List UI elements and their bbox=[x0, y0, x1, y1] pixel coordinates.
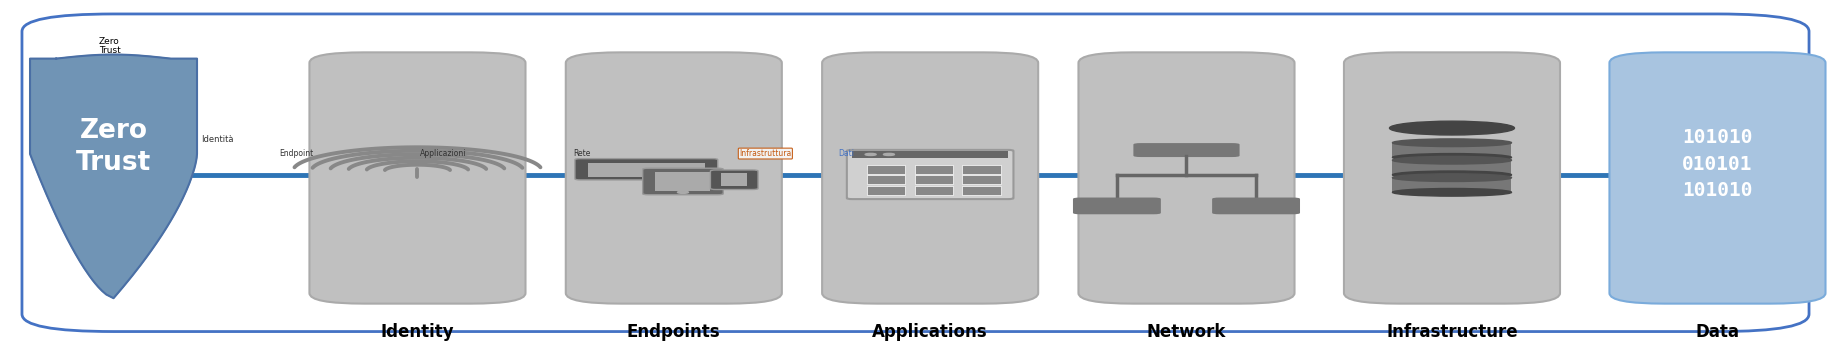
FancyBboxPatch shape bbox=[963, 186, 1001, 195]
FancyBboxPatch shape bbox=[1393, 143, 1512, 157]
FancyBboxPatch shape bbox=[963, 165, 1001, 173]
FancyBboxPatch shape bbox=[867, 186, 906, 195]
FancyBboxPatch shape bbox=[867, 175, 906, 184]
Text: Infrastructure: Infrastructure bbox=[1385, 323, 1517, 341]
FancyBboxPatch shape bbox=[642, 168, 723, 195]
FancyBboxPatch shape bbox=[1211, 198, 1299, 214]
FancyBboxPatch shape bbox=[915, 165, 953, 173]
Circle shape bbox=[866, 154, 877, 156]
Text: Network: Network bbox=[1146, 323, 1226, 341]
FancyBboxPatch shape bbox=[915, 175, 953, 184]
Ellipse shape bbox=[1393, 174, 1512, 181]
Text: Applicazioni: Applicazioni bbox=[419, 149, 467, 158]
FancyBboxPatch shape bbox=[710, 170, 758, 190]
FancyBboxPatch shape bbox=[1072, 198, 1160, 214]
FancyBboxPatch shape bbox=[845, 150, 1014, 199]
FancyBboxPatch shape bbox=[867, 165, 906, 173]
FancyBboxPatch shape bbox=[915, 186, 953, 195]
Text: Infrastruttura: Infrastruttura bbox=[739, 149, 791, 158]
FancyBboxPatch shape bbox=[575, 158, 717, 180]
Ellipse shape bbox=[1393, 154, 1512, 161]
FancyBboxPatch shape bbox=[655, 172, 710, 191]
Ellipse shape bbox=[1393, 171, 1512, 179]
FancyBboxPatch shape bbox=[853, 151, 1007, 158]
Ellipse shape bbox=[1393, 139, 1512, 147]
Ellipse shape bbox=[1389, 121, 1513, 135]
FancyBboxPatch shape bbox=[1609, 52, 1825, 304]
FancyBboxPatch shape bbox=[22, 14, 1808, 332]
Text: Identity: Identity bbox=[381, 323, 454, 341]
FancyBboxPatch shape bbox=[1393, 178, 1512, 192]
Text: Zero
Trust: Zero Trust bbox=[75, 118, 152, 176]
Text: Rete: Rete bbox=[573, 149, 591, 158]
Circle shape bbox=[882, 154, 895, 156]
Text: Endpoints: Endpoints bbox=[626, 323, 721, 341]
FancyBboxPatch shape bbox=[1133, 143, 1239, 157]
FancyBboxPatch shape bbox=[565, 52, 781, 304]
Text: Identità: Identità bbox=[201, 135, 234, 144]
Text: Applications: Applications bbox=[871, 323, 988, 341]
FancyBboxPatch shape bbox=[1393, 160, 1512, 175]
Text: Endpoint: Endpoint bbox=[280, 149, 313, 158]
FancyBboxPatch shape bbox=[1343, 52, 1559, 304]
FancyBboxPatch shape bbox=[587, 163, 705, 177]
Polygon shape bbox=[29, 54, 198, 298]
FancyBboxPatch shape bbox=[963, 175, 1001, 184]
FancyBboxPatch shape bbox=[721, 173, 747, 186]
Ellipse shape bbox=[1393, 188, 1512, 196]
Text: Zero
Trust: Zero Trust bbox=[99, 37, 121, 55]
FancyBboxPatch shape bbox=[822, 52, 1038, 304]
FancyBboxPatch shape bbox=[1078, 52, 1294, 304]
Text: 101010
010101
101010: 101010 010101 101010 bbox=[1682, 128, 1751, 200]
FancyBboxPatch shape bbox=[309, 52, 525, 304]
Text: Data: Data bbox=[1695, 323, 1738, 341]
Ellipse shape bbox=[1393, 156, 1512, 164]
Circle shape bbox=[677, 191, 688, 193]
Text: Dati: Dati bbox=[838, 149, 853, 158]
